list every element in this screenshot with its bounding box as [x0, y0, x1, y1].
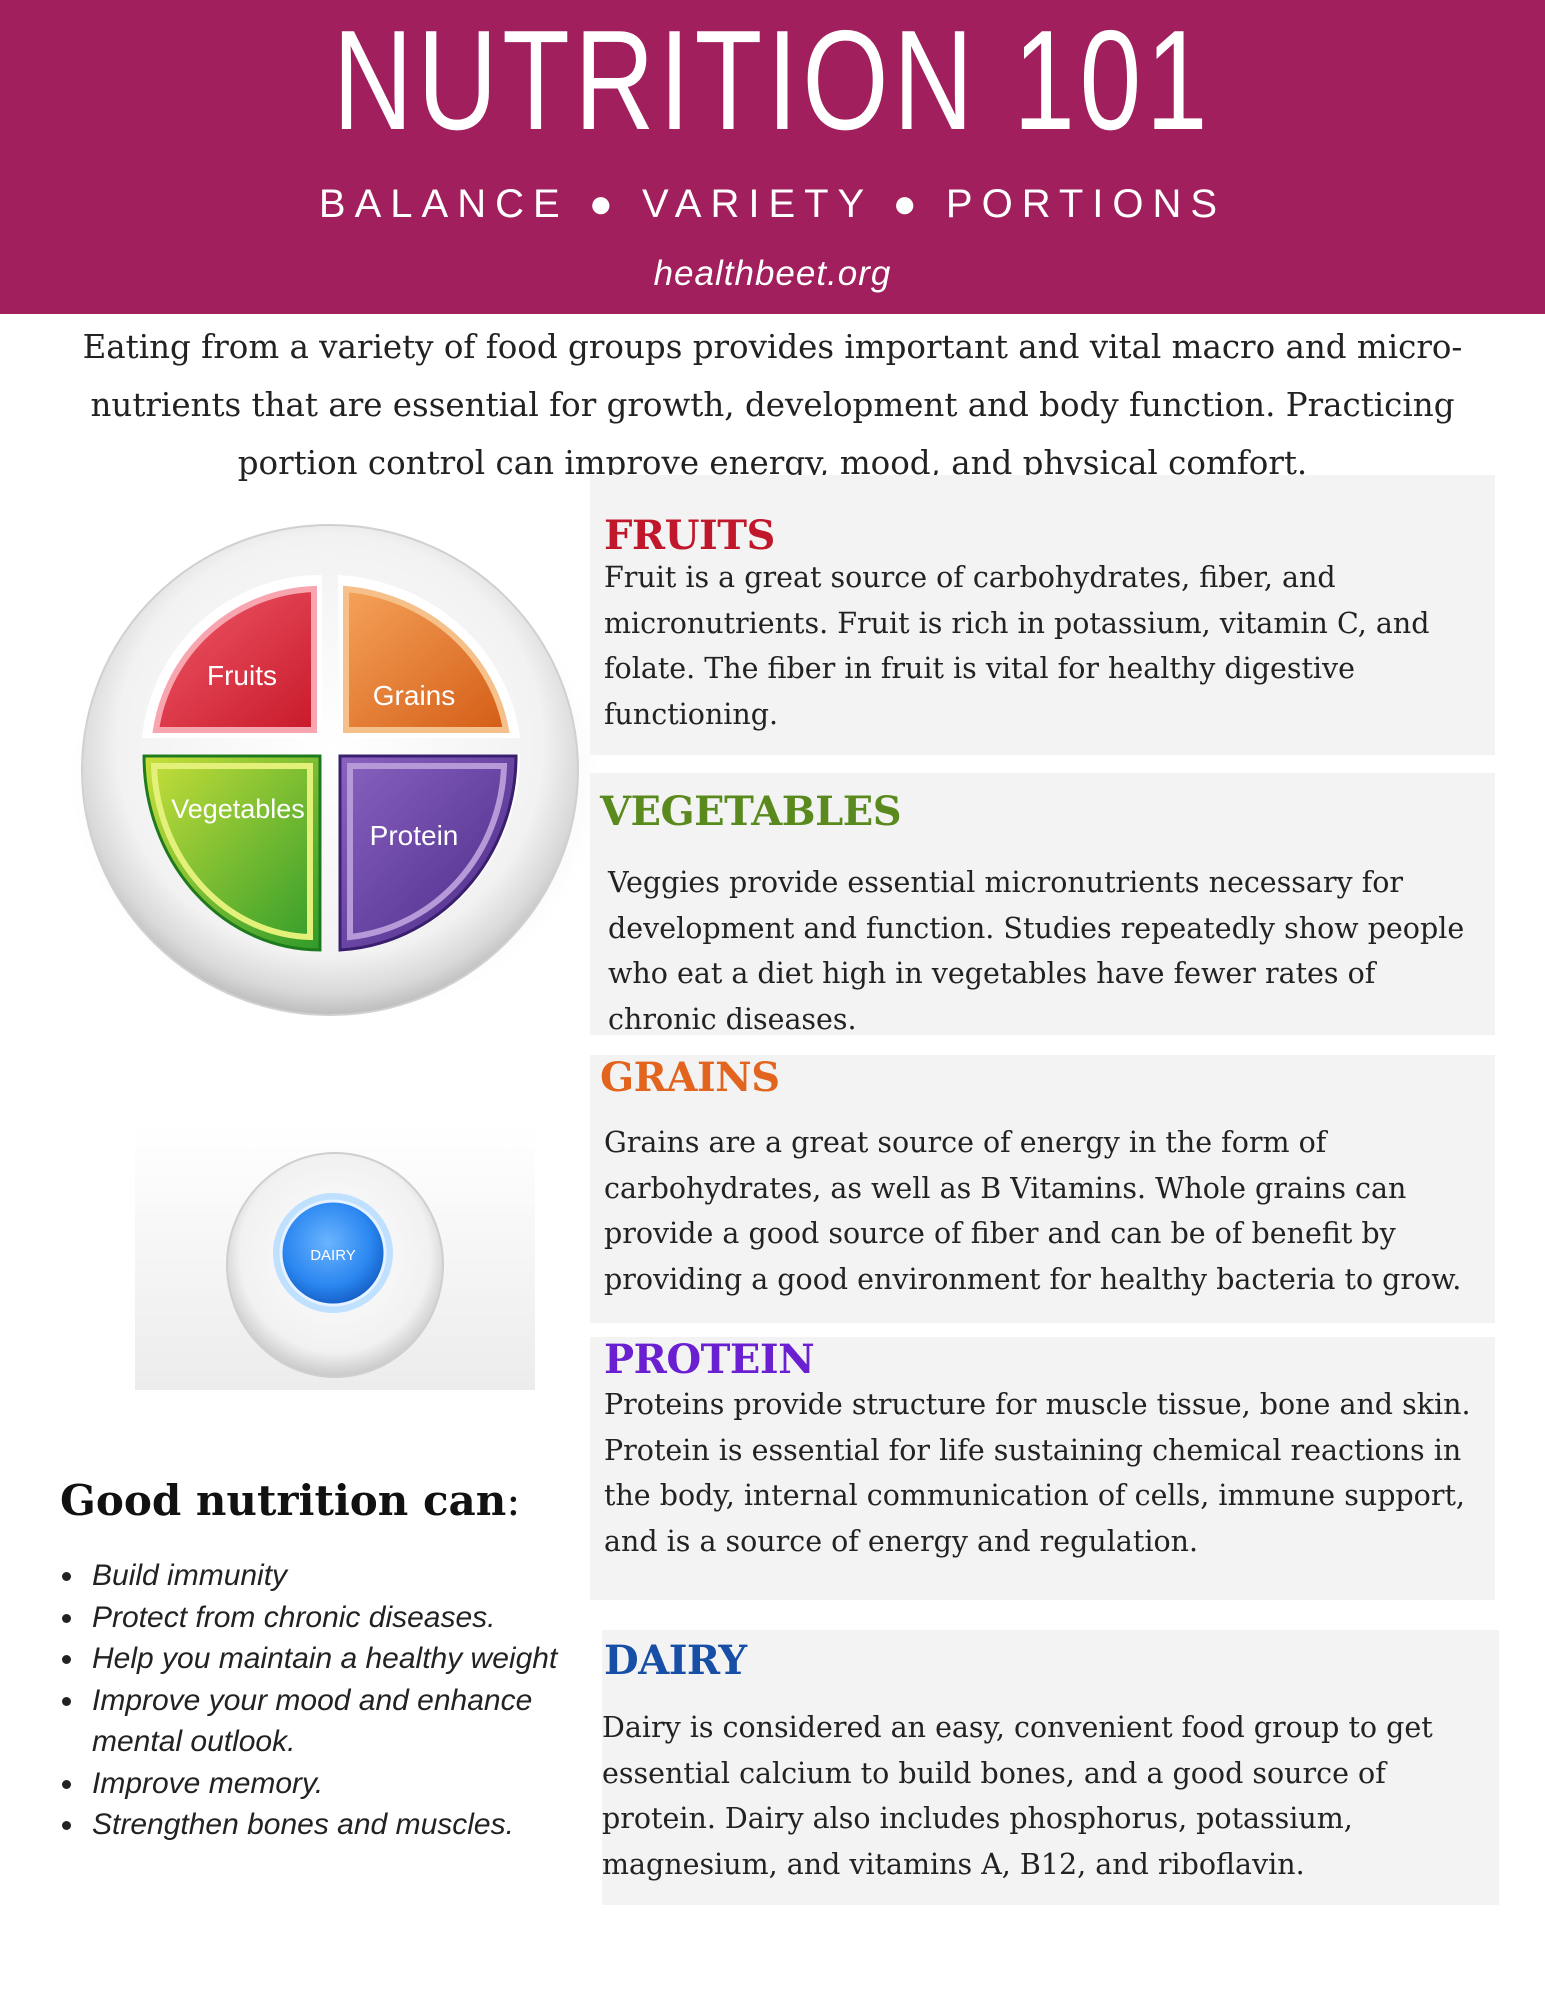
bullet-icon: [62, 1655, 71, 1664]
fruits-heading: FRUITS: [604, 512, 775, 559]
plate-label-vegetables: Vegetables: [171, 794, 305, 824]
good-nutrition-title: Good nutrition can: [60, 1476, 507, 1525]
protein-heading: PROTEIN: [604, 1336, 815, 1383]
list-item-text: Improve memory.: [92, 1766, 324, 1800]
bullet-icon: [62, 1572, 71, 1581]
protein-card: PROTEIN Proteins provide structure for m…: [590, 1337, 1495, 1600]
fruits-card: FRUITS Fruit is a great source of carboh…: [590, 475, 1495, 755]
bullet-icon: [62, 1696, 71, 1706]
protein-segment: [338, 754, 518, 952]
list-item-text: Build immunity: [92, 1559, 288, 1592]
plate-label-grains: Grains: [373, 680, 455, 711]
list-item: Help you maintain a healthy weight: [58, 1638, 578, 1680]
vegetables-inner-border: [150, 763, 313, 941]
good-nutrition-heading: Good nutrition can:: [60, 1475, 520, 1527]
plate-svg: Fruits Grains Vegetables Protein: [70, 524, 600, 1020]
list-item-text: Protect from chronic diseases.: [92, 1600, 496, 1634]
dairy-bowl-illustration: DAIRY: [135, 1125, 535, 1390]
bullet-icon: [62, 1779, 71, 1789]
site-link[interactable]: healthbeet.org: [653, 254, 892, 293]
fruits-text: Fruit is a great source of carbohydrates…: [604, 561, 1430, 731]
grains-heading: GRAINS: [600, 1054, 780, 1101]
tagline: BALANCE ● VARIETY ● PORTIONS: [318, 182, 1227, 226]
list-item-text: Strengthen bones and muscles.: [92, 1808, 514, 1841]
vegetables-text: Veggies provide essential micronutrients…: [608, 866, 1465, 1036]
list-item: Strengthen bones and muscles.: [58, 1804, 578, 1846]
good-nutrition-list: Build immunity Protect from chronic dise…: [58, 1555, 578, 1846]
plate-label-fruits: Fruits: [207, 660, 277, 691]
vegetables-segment: [142, 754, 322, 952]
header-banner: NUTRITION 101 BALANCE ● VARIETY ● PORTIO…: [0, 0, 1545, 314]
myplate-illustration: Fruits Grains Vegetables Protein: [70, 505, 600, 1025]
bullet-icon: [62, 1613, 71, 1623]
dairy-text: Dairy is considered an easy, convenient …: [602, 1711, 1433, 1881]
list-item: Protect from chronic diseases.: [58, 1597, 578, 1639]
bullet-icon: [62, 1821, 71, 1830]
list-item-text: Improve your mood and enhance mental out…: [92, 1683, 533, 1759]
plate-label-protein: Protein: [370, 820, 459, 851]
vegetables-heading: VEGETABLES: [600, 788, 902, 835]
list-item: Improve your mood and enhance mental out…: [58, 1680, 578, 1763]
intro-paragraph: Eating from a variety of food groups pro…: [82, 328, 1463, 482]
protein-text: Proteins provide structure for muscle ti…: [604, 1388, 1471, 1558]
good-nutrition-colon: :: [506, 1476, 521, 1525]
grains-card: GRAINS Grains are a great source of ener…: [590, 1055, 1495, 1323]
list-item-text: Help you maintain a healthy weight: [92, 1642, 558, 1675]
fruits-segment: [152, 585, 317, 733]
dairy-circle: [279, 1199, 387, 1307]
vegetables-card: VEGETABLES Veggies provide essential mic…: [590, 773, 1495, 1036]
grains-segment: [343, 585, 510, 733]
dairy-card: DAIRY Dairy is considered an easy, conve…: [602, 1630, 1499, 1905]
bowl-svg: DAIRY: [135, 1125, 535, 1390]
plate-label-dairy: DAIRY: [310, 1247, 356, 1264]
page-title: NUTRITION 101: [332, 1, 1213, 160]
list-item: Improve memory.: [58, 1763, 578, 1805]
dairy-heading: DAIRY: [604, 1637, 747, 1684]
protein-inner-border: [347, 763, 508, 941]
list-item: Build immunity: [58, 1555, 578, 1597]
grains-text: Grains are a great source of energy in t…: [604, 1126, 1462, 1296]
